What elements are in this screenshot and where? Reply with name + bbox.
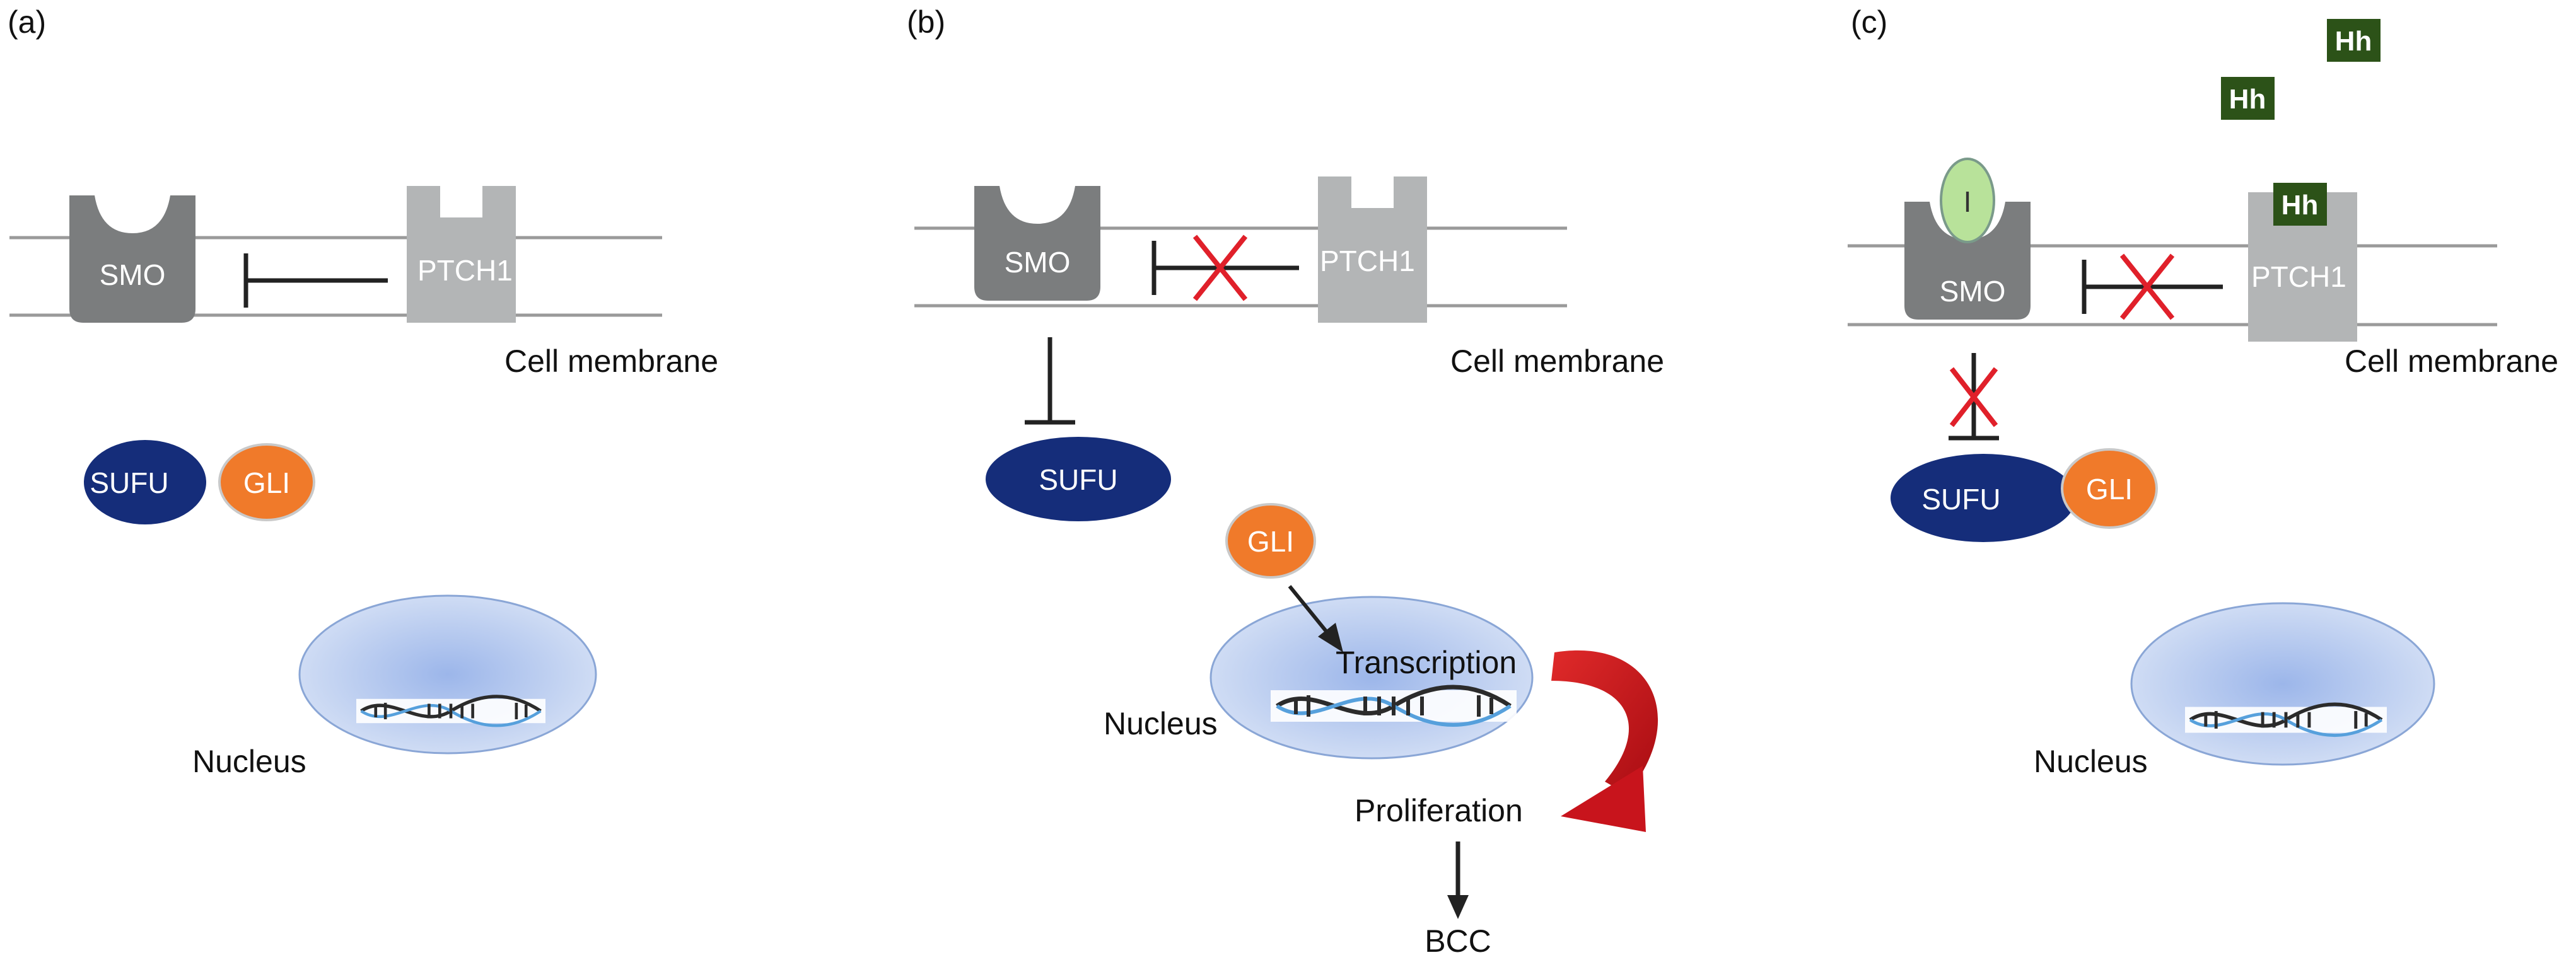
dna-strand bbox=[2185, 704, 2387, 735]
panel-label-c: (c) bbox=[1851, 4, 1887, 40]
transcription-label: Transcription bbox=[1336, 645, 1517, 680]
ptch1-label: PTCH1 bbox=[1320, 245, 1415, 277]
panel-label-b: (b) bbox=[907, 4, 945, 40]
blocked-inhibition-arrow bbox=[1151, 234, 1299, 301]
nucleus-label: Nucleus bbox=[192, 744, 306, 779]
ptch1-label: PTCH1 bbox=[417, 254, 513, 287]
gli-protein bbox=[218, 443, 315, 521]
smo-inhibitor bbox=[1940, 158, 1995, 243]
smo-label: SMO bbox=[1005, 246, 1071, 279]
transcription-to-proliferation-arrow bbox=[1551, 650, 1658, 832]
sufu-label: SUFU bbox=[1039, 463, 1117, 496]
gli-label: GLI bbox=[1247, 525, 1294, 558]
hh-label: Hh bbox=[2282, 190, 2319, 221]
block-x-icon bbox=[2119, 253, 2175, 320]
smo-sufu-inhibition bbox=[1025, 337, 1075, 425]
smo-label: SMO bbox=[100, 258, 166, 291]
blocked-smo-sufu-inhibition bbox=[1949, 353, 1999, 441]
smo-label: SMO bbox=[1940, 275, 2006, 308]
nucleus-label: Nucleus bbox=[1104, 706, 1218, 741]
proliferation-to-bcc-arrow bbox=[1447, 841, 1469, 919]
cell-membrane-label: Cell membrane bbox=[2345, 344, 2558, 379]
cell-membrane-label: Cell membrane bbox=[504, 344, 718, 379]
panel-c: (c) Hh Hh SMO I Hh PTCH1 Cell membrane bbox=[1848, 4, 2558, 779]
block-x-icon bbox=[1192, 234, 1248, 301]
sufu-protein bbox=[986, 437, 1171, 521]
sufu-label: SUFU bbox=[1921, 483, 2000, 516]
gli-label: GLI bbox=[243, 466, 290, 499]
sufu-label: SUFU bbox=[90, 466, 168, 499]
bcc-label: BCC bbox=[1425, 923, 1491, 959]
hh-ligand bbox=[2327, 19, 2381, 62]
inhibitor-label: I bbox=[1964, 185, 1972, 218]
sufu-protein bbox=[84, 440, 206, 524]
smo-receptor bbox=[1904, 202, 2031, 320]
panel-a: (a) SMO PTCH1 Cell membrane SUFU GLI Nuc… bbox=[8, 4, 718, 779]
blocked-inhibition-arrow bbox=[2082, 253, 2223, 320]
gli-protein bbox=[2061, 448, 2158, 529]
inhibition-arrow bbox=[243, 253, 388, 308]
nucleus bbox=[298, 594, 597, 755]
hh-ligand bbox=[2221, 77, 2275, 120]
smo-receptor bbox=[69, 195, 195, 323]
nucleus-label: Nucleus bbox=[2034, 744, 2148, 779]
block-x-icon bbox=[1949, 367, 1998, 427]
ptch1-receptor bbox=[407, 186, 516, 323]
smo-receptor bbox=[974, 186, 1100, 301]
hh-label: Hh bbox=[2335, 26, 2372, 57]
panel-label-a: (a) bbox=[8, 4, 46, 40]
gli-label: GLI bbox=[2086, 473, 2133, 506]
panel-b: (b) SMO PTCH1 Cell membrane SUFU GLI bbox=[907, 4, 1664, 959]
cell-membrane-label: Cell membrane bbox=[1450, 344, 1664, 379]
ptch1-receptor bbox=[1318, 176, 1427, 323]
ptch1-label: PTCH1 bbox=[2251, 260, 2346, 293]
nucleus bbox=[2130, 602, 2435, 766]
dna-strand bbox=[1271, 687, 1517, 725]
proliferation-label: Proliferation bbox=[1355, 793, 1523, 828]
hh-ligand bbox=[2273, 183, 2327, 226]
gli-to-nucleus-arrow bbox=[1288, 585, 1343, 652]
dna-strand bbox=[356, 697, 545, 726]
hh-label: Hh bbox=[2229, 84, 2266, 115]
sufu-protein bbox=[1891, 454, 2076, 542]
gli-protein bbox=[1225, 503, 1316, 579]
ptch1-receptor bbox=[2248, 192, 2357, 342]
